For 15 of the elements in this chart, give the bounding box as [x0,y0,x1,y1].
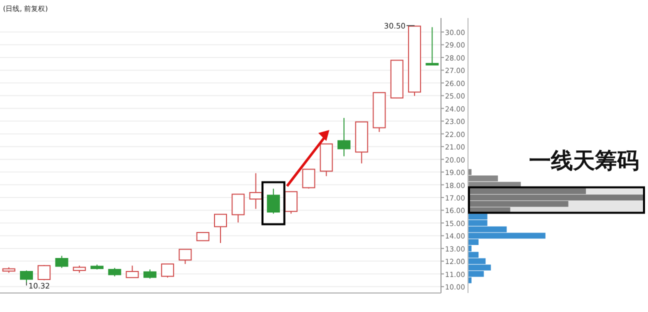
candlestick [126,265,139,278]
candlestick [426,26,439,66]
candlestick [249,172,262,210]
candlestick [143,268,156,280]
candlestick [178,248,192,264]
annotation: 一线天筹码 [529,149,639,174]
candlestick [337,117,350,157]
candlestick [214,214,227,244]
candlestick [161,263,174,278]
candlestick [266,188,280,214]
candlestick [232,194,245,223]
candlestick [302,168,316,190]
candlestick [55,255,68,268]
candlestick [284,191,298,214]
candlestick [38,264,51,281]
